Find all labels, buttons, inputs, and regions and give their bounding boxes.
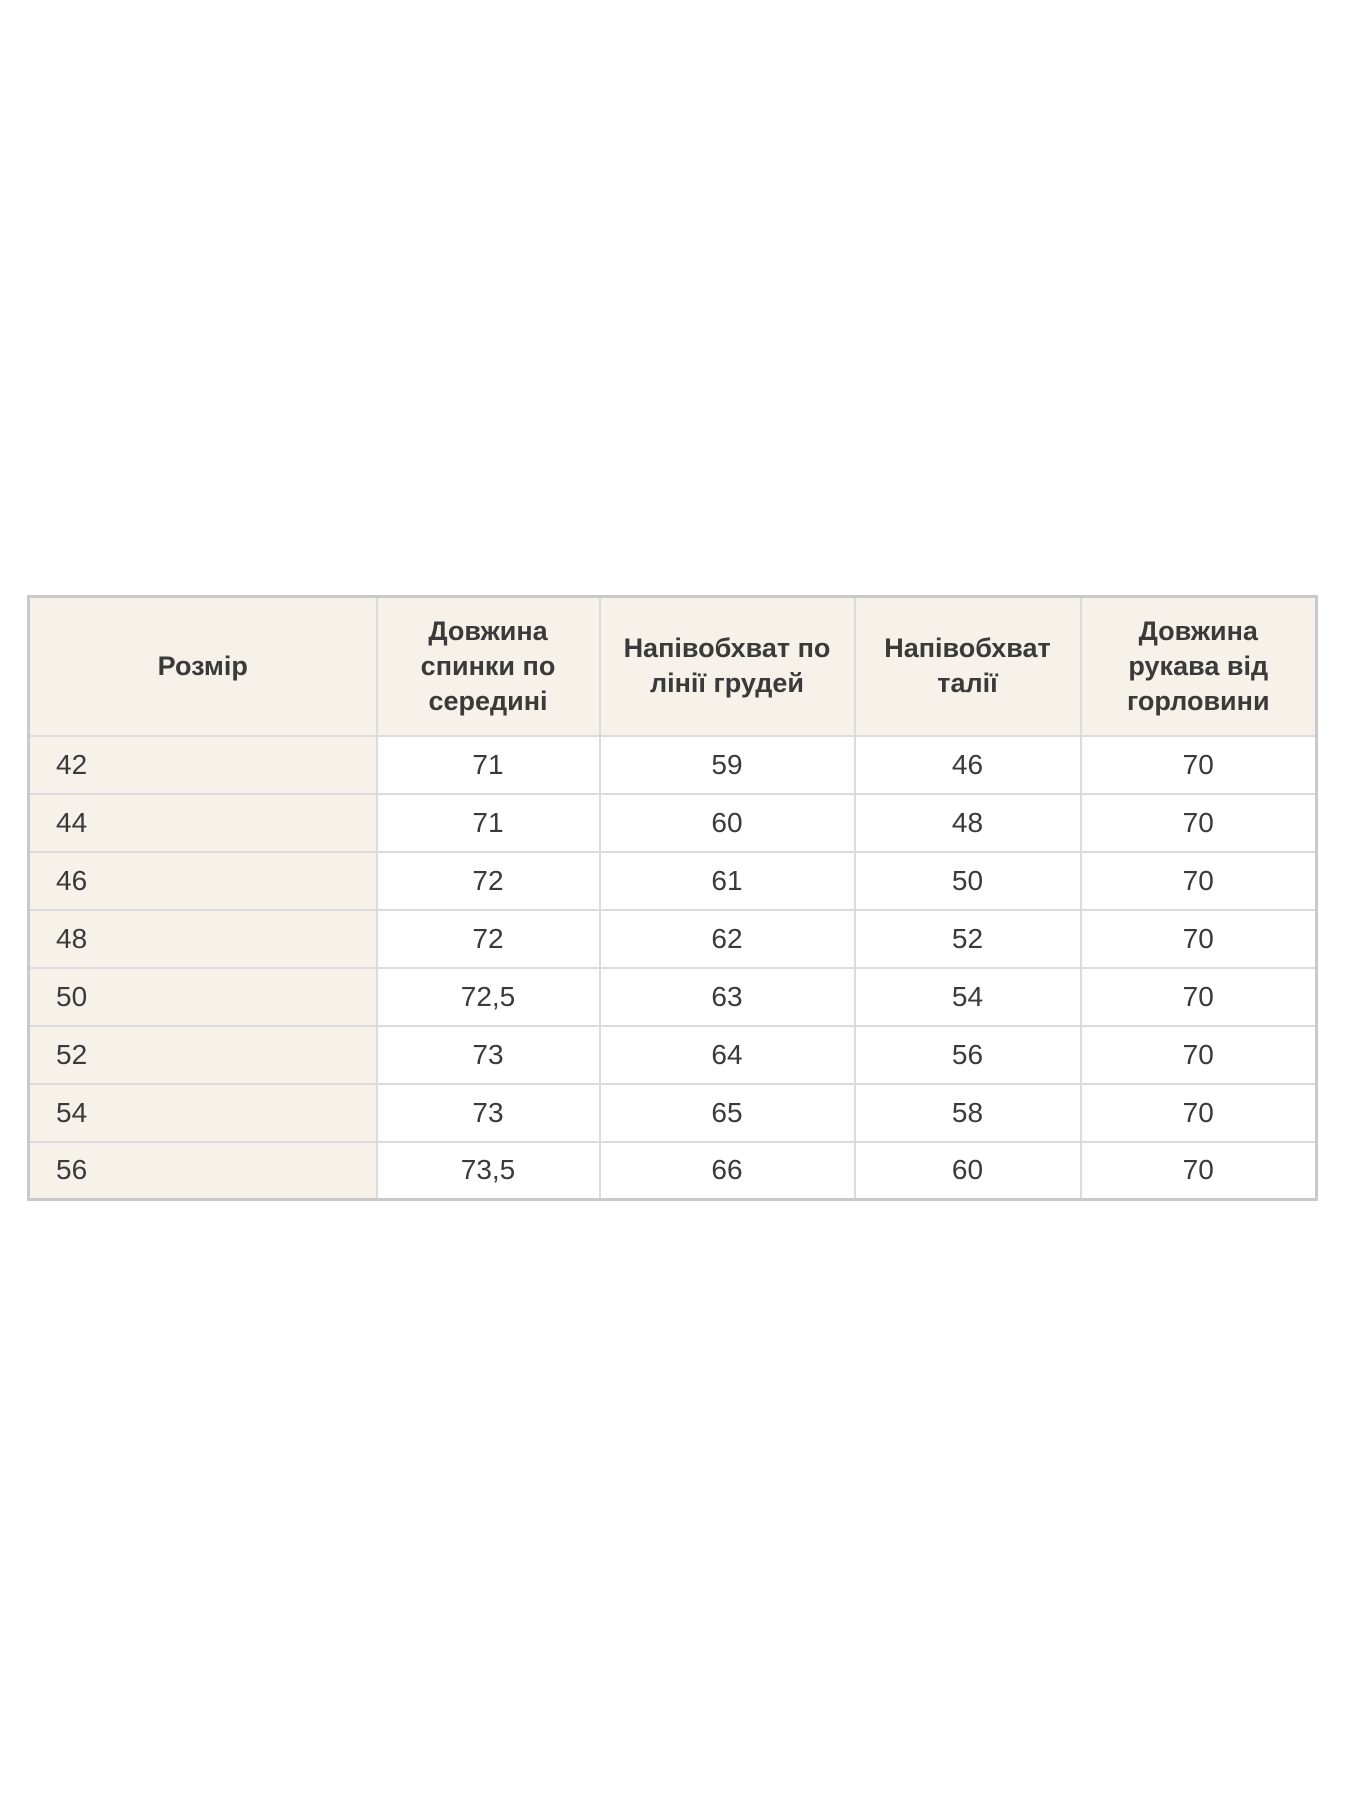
measurement-cell: 62: [598, 908, 856, 969]
size-cell: 42: [27, 734, 378, 795]
measurement-cell: 70: [1079, 734, 1318, 795]
size-cell: 54: [27, 1082, 378, 1143]
measurement-cell: 61: [598, 850, 856, 911]
column-header-sleeve-length: Довжина рукава від горловини: [1079, 595, 1318, 737]
size-chart-table: Розмір Довжина спинки по середині Напіво…: [27, 595, 1318, 1201]
measurement-cell: 63: [598, 966, 856, 1027]
size-cell: 44: [27, 792, 378, 853]
measurement-cell: 46: [853, 734, 1082, 795]
table-row: 54 73 65 58 70: [27, 1082, 1318, 1143]
measurement-cell: 73,5: [375, 1140, 601, 1201]
measurement-cell: 52: [853, 908, 1082, 969]
measurement-cell: 70: [1079, 792, 1318, 853]
measurement-cell: 65: [598, 1082, 856, 1143]
measurement-cell: 70: [1079, 850, 1318, 911]
column-header-size: Розмір: [27, 595, 378, 737]
measurement-cell: 54: [853, 966, 1082, 1027]
table-row: 52 73 64 56 70: [27, 1024, 1318, 1085]
measurement-cell: 70: [1079, 966, 1318, 1027]
measurement-cell: 72: [375, 908, 601, 969]
measurement-cell: 59: [598, 734, 856, 795]
table-row: 46 72 61 50 70: [27, 850, 1318, 911]
size-cell: 56: [27, 1140, 378, 1201]
measurement-cell: 72: [375, 850, 601, 911]
table-row: 50 72,5 63 54 70: [27, 966, 1318, 1027]
size-cell: 46: [27, 850, 378, 911]
column-header-back-length: Довжина спинки по середині: [375, 595, 601, 737]
measurement-cell: 70: [1079, 1024, 1318, 1085]
size-cell: 48: [27, 908, 378, 969]
measurement-cell: 70: [1079, 908, 1318, 969]
measurement-cell: 56: [853, 1024, 1082, 1085]
measurement-cell: 64: [598, 1024, 856, 1085]
size-cell: 52: [27, 1024, 378, 1085]
measurement-cell: 70: [1079, 1082, 1318, 1143]
table-row: 42 71 59 46 70: [27, 734, 1318, 795]
measurement-cell: 48: [853, 792, 1082, 853]
column-header-waist-half-girth: Напівобхват талії: [853, 595, 1082, 737]
size-cell: 50: [27, 966, 378, 1027]
table-row: 44 71 60 48 70: [27, 792, 1318, 853]
table-row: 48 72 62 52 70: [27, 908, 1318, 969]
measurement-cell: 73: [375, 1024, 601, 1085]
measurement-cell: 70: [1079, 1140, 1318, 1201]
measurement-cell: 71: [375, 734, 601, 795]
measurement-cell: 50: [853, 850, 1082, 911]
column-header-chest-half-girth: Напівобхват по лінії грудей: [598, 595, 856, 737]
measurement-cell: 58: [853, 1082, 1082, 1143]
measurement-cell: 73: [375, 1082, 601, 1143]
measurement-cell: 71: [375, 792, 601, 853]
measurement-cell: 72,5: [375, 966, 601, 1027]
table-row: 56 73,5 66 60 70: [27, 1140, 1318, 1201]
measurement-cell: 60: [598, 792, 856, 853]
measurement-cell: 66: [598, 1140, 856, 1201]
size-chart-section: Розмір Довжина спинки по середині Напіво…: [27, 595, 1318, 1201]
size-chart-body: 42 71 59 46 70 44 71 60 48 70 46 72 61 50 70 48 72 62 52 70…: [27, 734, 1318, 1201]
size-chart-header-row: Розмір Довжина спинки по середині Напіво…: [27, 595, 1318, 737]
measurement-cell: 60: [853, 1140, 1082, 1201]
